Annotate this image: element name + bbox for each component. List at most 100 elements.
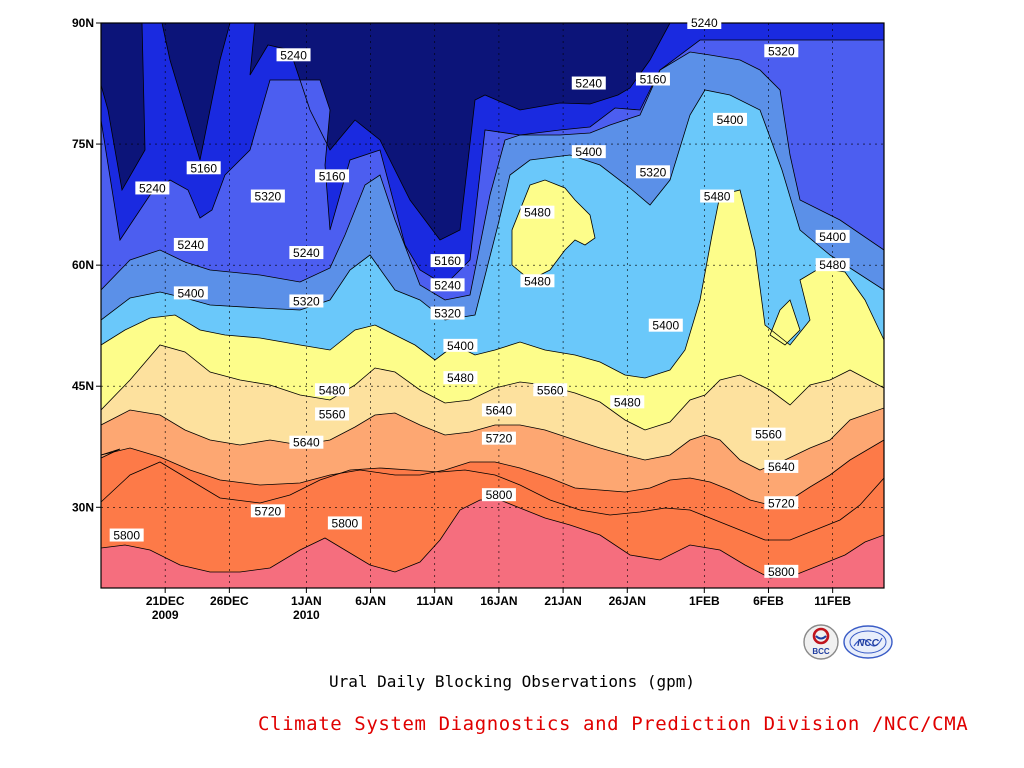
chart-title: Ural Daily Blocking Observations (gpm) <box>328 672 696 691</box>
contour-label-bg <box>250 189 285 203</box>
x-tick-label: 21JAN <box>544 594 581 608</box>
contour-label-bg <box>173 237 208 251</box>
contour-label: 5320 <box>289 294 324 308</box>
contour-label: 5720 <box>764 496 799 510</box>
y-axis: 30N 45N 60N 75N 90N <box>72 16 101 514</box>
contour-label-text: 5240 <box>178 238 205 252</box>
contour-label: 5800 <box>109 528 144 543</box>
contour-label: 5480 <box>815 258 850 272</box>
contour-label-text: 5400 <box>717 113 744 127</box>
x-tick-sublabel: 2010 <box>293 608 320 622</box>
contour-label-bg <box>173 286 208 300</box>
contour-label-bg <box>315 383 350 397</box>
contour-label: 5640 <box>481 403 516 417</box>
x-tick-label: 26JAN <box>609 594 646 608</box>
contour-label-bg <box>764 496 799 510</box>
contour-label-bg <box>520 274 555 288</box>
contour-label: 5800 <box>327 516 362 530</box>
fill-above-5800 <box>101 500 884 588</box>
contour-label-bg <box>751 427 786 441</box>
contour-label-text: 5240 <box>575 77 602 91</box>
contour-label: 5800 <box>481 488 516 502</box>
contour-label: 5480 <box>610 395 645 409</box>
contour-label: 5400 <box>173 286 208 300</box>
contour-label: 5480 <box>443 371 478 385</box>
ncc-logo-label: NCC <box>857 638 879 649</box>
contour-label-bg <box>109 528 144 542</box>
contour-label-bg <box>481 431 516 445</box>
contour-label-text: 5640 <box>768 460 795 474</box>
contour-label-text: 5480 <box>319 383 346 397</box>
contour-label: 5160 <box>430 254 465 268</box>
contour-label-text: 5560 <box>319 407 346 421</box>
contour-label-text: 5640 <box>486 403 513 417</box>
x-tick-label: 6FEB <box>753 594 784 608</box>
x-tick-label: 26DEC <box>210 594 249 608</box>
y-tick-label: 90N <box>72 16 94 30</box>
contour-label: 5640 <box>764 459 799 474</box>
credit-line: Climate System Diagnostics and Predictio… <box>258 713 969 735</box>
contour-label-text: 5560 <box>755 428 782 442</box>
contour-label-text: 5800 <box>332 516 359 530</box>
contour-label-text: 5720 <box>486 432 513 446</box>
contour-label-bg <box>430 254 465 268</box>
contour-line <box>101 439 884 588</box>
contour-label: 5320 <box>764 44 799 58</box>
contour-label-text: 5240 <box>434 278 461 292</box>
contour-label: 5240 <box>173 237 208 252</box>
contour-label: 5640 <box>289 435 324 450</box>
contour-label-bg <box>635 72 670 86</box>
contour-line <box>101 179 884 588</box>
contour-label-bg <box>250 504 285 518</box>
contour-label-bg <box>481 488 516 502</box>
x-tick-label: 11JAN <box>416 594 453 608</box>
contour-label-text: 5400 <box>575 145 602 159</box>
contour-label-bg <box>186 161 221 175</box>
contour-label: 5240 <box>687 16 722 30</box>
contour-label-bg <box>687 16 722 29</box>
contour-label: 5400 <box>712 112 747 127</box>
contour-label: 5240 <box>135 181 170 195</box>
contour-label: 5800 <box>764 564 799 579</box>
contour-label: 5320 <box>635 165 670 179</box>
contour-label-bg <box>276 48 311 62</box>
contour-label-text: 5320 <box>768 44 795 58</box>
contour-label: 5320 <box>430 306 465 321</box>
contour-label-text: 5320 <box>293 294 320 308</box>
contour-label-bg <box>635 165 670 179</box>
ncc-logo: NCC <box>843 625 893 659</box>
y-tick-label: 60N <box>72 258 94 272</box>
plot-frame <box>100 22 885 589</box>
contour-label: 5400 <box>443 338 478 353</box>
contour-label-bg <box>430 278 465 292</box>
contour-label-text: 5320 <box>434 307 461 321</box>
contour-label-text: 5160 <box>190 161 217 175</box>
contour-label: 5160 <box>315 169 350 183</box>
contour-label-text: 5480 <box>819 258 846 272</box>
contour-label: 5400 <box>571 145 606 159</box>
contour-lines <box>101 23 884 588</box>
y-tick-label: 30N <box>72 500 94 514</box>
contour-label-text: 5320 <box>255 190 282 204</box>
contour-label-text: 5720 <box>768 496 795 510</box>
x-tick-label: 11FEB <box>814 594 851 608</box>
x-tick-label: 1FEB <box>689 594 720 608</box>
contour-label-bg <box>520 205 555 219</box>
contour-label-bg <box>815 258 850 272</box>
x-tick-label: 6JAN <box>355 594 386 608</box>
contour-label-text: 5480 <box>614 395 641 409</box>
contour-label-text: 5800 <box>768 565 795 579</box>
contour-label-text: 5480 <box>524 274 551 288</box>
contour-label: 5480 <box>520 274 555 288</box>
contour-label: 5320 <box>250 189 285 204</box>
contour-label: 5720 <box>250 504 285 518</box>
contour-label-bg <box>815 229 850 243</box>
contour-label-text: 5800 <box>486 488 513 502</box>
contour-label: 5240 <box>430 278 465 292</box>
x-tick-label: 1JAN <box>291 594 322 608</box>
contour-label: 5480 <box>700 189 735 204</box>
contour-label-text: 5560 <box>537 383 564 397</box>
contour-label-bg <box>315 169 350 183</box>
contour-label: 5160 <box>635 72 670 87</box>
